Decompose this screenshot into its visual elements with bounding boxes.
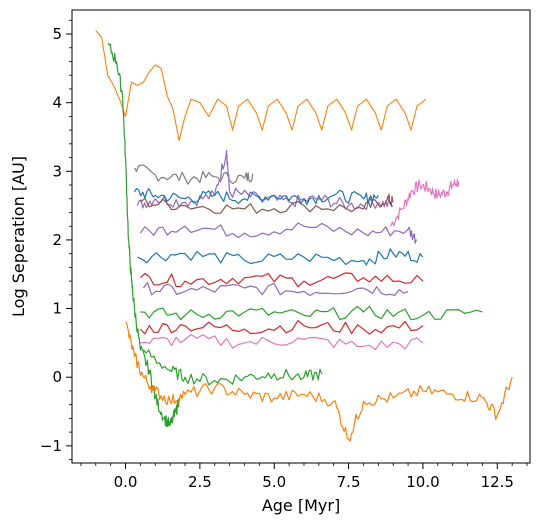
series-line-15 — [125, 321, 513, 442]
x-tick-label: 10.0 — [406, 473, 439, 491]
series-line-7 — [137, 248, 424, 266]
x-tick-label: 5.0 — [262, 473, 286, 491]
series-line-11 — [139, 320, 424, 335]
y-tick-label: 3 — [52, 162, 62, 180]
series-line-12 — [140, 333, 424, 351]
series-line-10 — [140, 305, 483, 321]
series-line-1 — [389, 178, 460, 227]
x-tick-label: 7.5 — [337, 473, 361, 491]
series-line-2 — [133, 164, 254, 185]
tick-layer: 0.0 2.5 5.0 7.5 10.0 12.5 −1 0 1 2 3 4 5 — [40, 19, 528, 491]
series-line-8 — [139, 272, 424, 288]
y-tick-label: 0 — [52, 368, 62, 386]
x-tick-label: 2.5 — [188, 473, 212, 491]
series-layer — [95, 30, 513, 442]
series-line-4 — [140, 193, 394, 214]
series-line-3 — [136, 150, 394, 211]
x-tick-label: 12.5 — [481, 473, 514, 491]
y-tick-label: 2 — [52, 231, 62, 249]
y-axis-label: Log Seperation [AU] — [9, 156, 28, 317]
series-line-14 — [107, 43, 180, 428]
y-tick-label: 1 — [52, 300, 62, 318]
x-axis-label: Age [Myr] — [262, 496, 340, 515]
plot-frame — [71, 9, 531, 464]
series-line-6 — [139, 222, 418, 244]
y-tick-label: 5 — [52, 25, 62, 43]
series-line-9 — [142, 282, 409, 296]
series-line-0 — [95, 30, 427, 141]
y-tick-label: 4 — [52, 94, 62, 112]
x-tick-label: 0.0 — [114, 473, 138, 491]
series-line-13 — [142, 349, 323, 386]
series-line-5 — [133, 188, 379, 206]
y-tick-label: −1 — [40, 437, 62, 455]
